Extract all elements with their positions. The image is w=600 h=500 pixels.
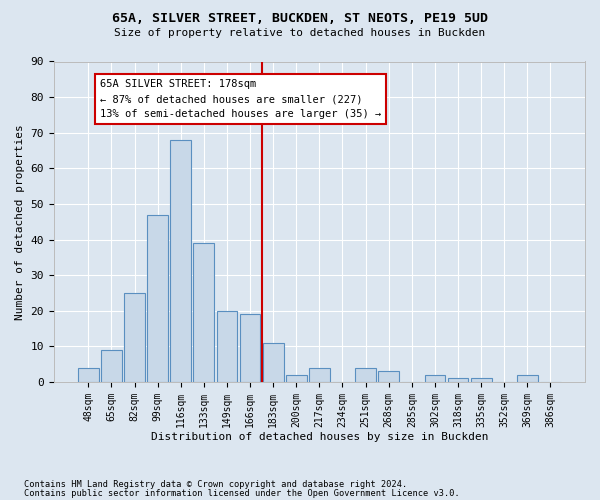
- Text: 65A SILVER STREET: 178sqm
← 87% of detached houses are smaller (227)
13% of semi: 65A SILVER STREET: 178sqm ← 87% of detac…: [100, 80, 381, 119]
- Y-axis label: Number of detached properties: Number of detached properties: [15, 124, 25, 320]
- Text: Size of property relative to detached houses in Buckden: Size of property relative to detached ho…: [115, 28, 485, 38]
- Bar: [217, 311, 238, 382]
- Bar: [286, 375, 307, 382]
- Bar: [101, 350, 122, 382]
- Text: Contains public sector information licensed under the Open Government Licence v3: Contains public sector information licen…: [24, 488, 460, 498]
- Bar: [170, 140, 191, 382]
- Bar: [355, 368, 376, 382]
- Bar: [78, 368, 99, 382]
- Bar: [193, 243, 214, 382]
- Bar: [379, 372, 399, 382]
- Bar: [517, 375, 538, 382]
- Bar: [124, 293, 145, 382]
- Bar: [425, 375, 445, 382]
- Bar: [448, 378, 469, 382]
- Bar: [471, 378, 491, 382]
- Bar: [147, 214, 168, 382]
- Bar: [239, 314, 260, 382]
- Text: Contains HM Land Registry data © Crown copyright and database right 2024.: Contains HM Land Registry data © Crown c…: [24, 480, 407, 489]
- Bar: [263, 343, 284, 382]
- Bar: [309, 368, 330, 382]
- X-axis label: Distribution of detached houses by size in Buckden: Distribution of detached houses by size …: [151, 432, 488, 442]
- Text: 65A, SILVER STREET, BUCKDEN, ST NEOTS, PE19 5UD: 65A, SILVER STREET, BUCKDEN, ST NEOTS, P…: [112, 12, 488, 26]
